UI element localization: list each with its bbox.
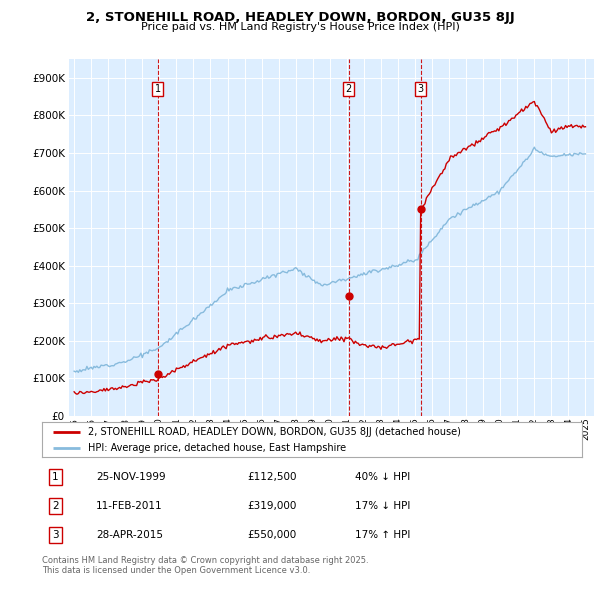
Text: £112,500: £112,500 bbox=[247, 471, 296, 481]
Text: 2, STONEHILL ROAD, HEADLEY DOWN, BORDON, GU35 8JJ (detached house): 2, STONEHILL ROAD, HEADLEY DOWN, BORDON,… bbox=[88, 427, 461, 437]
Text: 11-FEB-2011: 11-FEB-2011 bbox=[96, 501, 163, 511]
Text: 40% ↓ HPI: 40% ↓ HPI bbox=[355, 471, 410, 481]
Text: 1: 1 bbox=[52, 471, 59, 481]
Text: Contains HM Land Registry data © Crown copyright and database right 2025.
This d: Contains HM Land Registry data © Crown c… bbox=[42, 556, 368, 575]
Text: 2, STONEHILL ROAD, HEADLEY DOWN, BORDON, GU35 8JJ: 2, STONEHILL ROAD, HEADLEY DOWN, BORDON,… bbox=[86, 11, 514, 24]
Text: 17% ↑ HPI: 17% ↑ HPI bbox=[355, 530, 410, 540]
Text: 2: 2 bbox=[346, 84, 352, 94]
Text: 25-NOV-1999: 25-NOV-1999 bbox=[96, 471, 166, 481]
Text: 3: 3 bbox=[418, 84, 424, 94]
Text: HPI: Average price, detached house, East Hampshire: HPI: Average price, detached house, East… bbox=[88, 444, 346, 453]
Text: Price paid vs. HM Land Registry's House Price Index (HPI): Price paid vs. HM Land Registry's House … bbox=[140, 22, 460, 32]
Text: £550,000: £550,000 bbox=[247, 530, 296, 540]
Text: 28-APR-2015: 28-APR-2015 bbox=[96, 530, 163, 540]
Text: 17% ↓ HPI: 17% ↓ HPI bbox=[355, 501, 410, 511]
Text: 3: 3 bbox=[52, 530, 59, 540]
Text: 2: 2 bbox=[52, 501, 59, 511]
Text: £319,000: £319,000 bbox=[247, 501, 296, 511]
Text: 1: 1 bbox=[155, 84, 161, 94]
